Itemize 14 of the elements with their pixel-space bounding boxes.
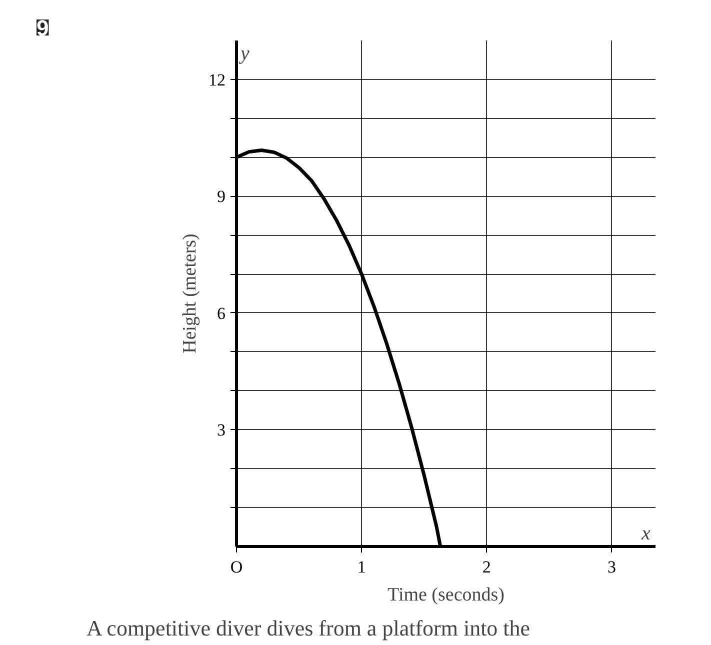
x-tick-label: 3 — [607, 558, 616, 576]
y-tick-label: 6 — [217, 304, 226, 323]
y-tick-label: 3 — [217, 420, 226, 440]
y-tick-label: 9 — [217, 187, 226, 206]
text: 9 — [36, 16, 49, 40]
x-tick-label: 1 — [357, 558, 366, 576]
annotation: x — [640, 522, 650, 544]
annotation: y — [238, 42, 250, 64]
y-axis-title: Height (meters) — [180, 234, 200, 354]
x-tick-label: O — [230, 558, 243, 576]
x-tick-label: 2 — [482, 558, 491, 576]
y-tick-label: 12 — [208, 70, 226, 90]
x-axis-title: Time (seconds) — [388, 584, 505, 606]
text: A competitive diver dives from a platform into the — [86, 616, 530, 640]
